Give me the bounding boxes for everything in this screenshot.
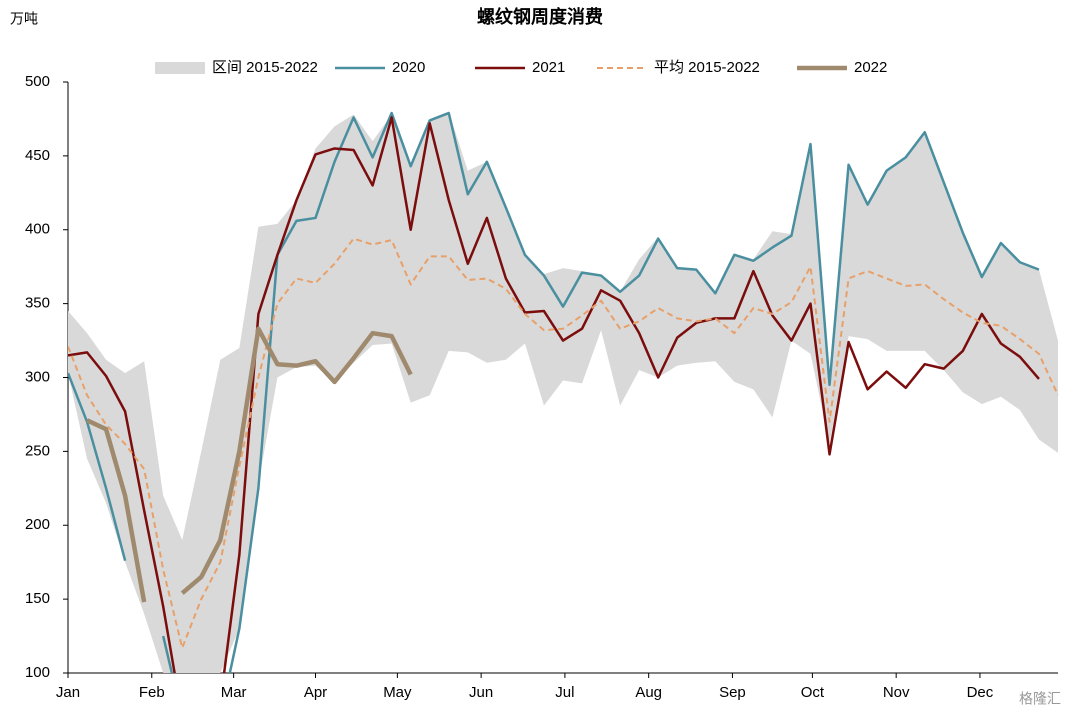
legend-label: 平均 2015-2022 bbox=[654, 59, 760, 76]
x-tick-label: Jul bbox=[555, 684, 574, 701]
x-tick-label: Apr bbox=[304, 684, 327, 701]
legend-label: 2021 bbox=[532, 59, 565, 76]
x-tick-label: Oct bbox=[801, 684, 825, 701]
x-tick-label: May bbox=[383, 684, 412, 701]
series-line bbox=[68, 237, 1059, 649]
x-tick-label: Nov bbox=[883, 684, 910, 701]
plot-area bbox=[68, 111, 1059, 673]
legend-label: 2022 bbox=[854, 59, 887, 76]
x-tick-label: Feb bbox=[139, 684, 165, 701]
x-tick-label: Dec bbox=[967, 684, 994, 701]
y-tick-label: 300 bbox=[25, 368, 50, 385]
series-line bbox=[68, 111, 1040, 673]
y-tick-label: 450 bbox=[25, 147, 50, 164]
legend-swatch bbox=[155, 62, 205, 74]
x-tick-label: Jan bbox=[56, 684, 80, 701]
x-tick-label: Jun bbox=[469, 684, 493, 701]
y-tick-label: 100 bbox=[25, 664, 50, 681]
legend-label: 2020 bbox=[392, 59, 425, 76]
series-line bbox=[86, 326, 413, 603]
chart-title: 螺纹钢周度消费 bbox=[477, 6, 603, 27]
y-tick-label: 150 bbox=[25, 590, 50, 607]
y-tick-label: 250 bbox=[25, 442, 50, 459]
y-axis-label: 万吨 bbox=[10, 11, 38, 27]
watermark: 格隆汇 bbox=[1019, 691, 1061, 707]
legend-label: 区间 2015-2022 bbox=[212, 59, 318, 76]
series-line bbox=[68, 116, 1040, 673]
y-tick-label: 200 bbox=[25, 516, 50, 533]
x-tick-label: Sep bbox=[719, 684, 746, 701]
y-tick-label: 500 bbox=[25, 73, 50, 90]
range-band bbox=[68, 111, 1058, 673]
y-tick-label: 400 bbox=[25, 221, 50, 238]
x-tick-label: Aug bbox=[635, 684, 662, 701]
y-tick-label: 350 bbox=[25, 295, 50, 312]
x-tick-label: Mar bbox=[221, 684, 247, 701]
